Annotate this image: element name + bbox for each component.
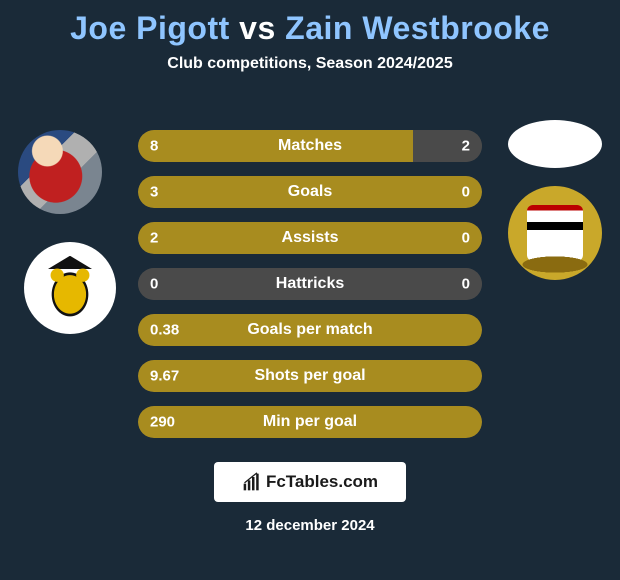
player2-club-badge [508, 186, 602, 280]
stat-value-right: 2 [462, 138, 470, 155]
stat-label: Goals per match [247, 321, 372, 339]
stat-value-left: 0 [150, 276, 158, 293]
stat-row: 0.38 Goals per match [138, 314, 482, 346]
player2-name: Zain Westbrooke [285, 10, 550, 46]
stat-value-right: 0 [462, 276, 470, 293]
stat-label: Matches [278, 137, 342, 155]
stat-value-left: 290 [150, 414, 175, 431]
stat-label: Shots per goal [254, 367, 365, 385]
stat-value-right: 0 [462, 230, 470, 247]
stat-value-left: 9.67 [150, 368, 179, 385]
stat-row: 3 0 Goals [138, 176, 482, 208]
brand-text: FcTables.com [266, 472, 378, 492]
player1-name: Joe Pigott [70, 10, 230, 46]
fctables-logo-icon [242, 472, 262, 492]
stat-value-left: 8 [150, 138, 158, 155]
stat-bar-right [413, 130, 482, 162]
stat-label: Assists [282, 229, 339, 247]
stat-row: 8 2 Matches [138, 130, 482, 162]
stat-bar-left [138, 130, 413, 162]
stat-row: 2 0 Assists [138, 222, 482, 254]
subtitle: Club competitions, Season 2024/2025 [0, 55, 620, 73]
player1-photo [18, 130, 102, 214]
stat-label: Goals [288, 183, 332, 201]
player1-club-badge [24, 242, 116, 334]
brand-box: FcTables.com [214, 462, 406, 502]
stat-row: 9.67 Shots per goal [138, 360, 482, 392]
stat-value-left: 0.38 [150, 322, 179, 339]
stat-value-right: 0 [462, 184, 470, 201]
stats-panel: 8 2 Matches 3 0 Goals 2 0 Assists 0 0 Hattricks 0.38… [138, 130, 482, 452]
player2-photo [508, 120, 602, 168]
stat-row: 0 0 Hattricks [138, 268, 482, 300]
stat-row: 290 Min per goal [138, 406, 482, 438]
page-title: Joe Pigott vs Zain Westbrooke [0, 10, 620, 47]
stat-label: Min per goal [263, 413, 357, 431]
stat-label: Hattricks [276, 275, 344, 293]
stat-value-left: 3 [150, 184, 158, 201]
date-line: 12 december 2024 [245, 517, 374, 534]
stat-value-left: 2 [150, 230, 158, 247]
vs-text: vs [239, 10, 276, 46]
